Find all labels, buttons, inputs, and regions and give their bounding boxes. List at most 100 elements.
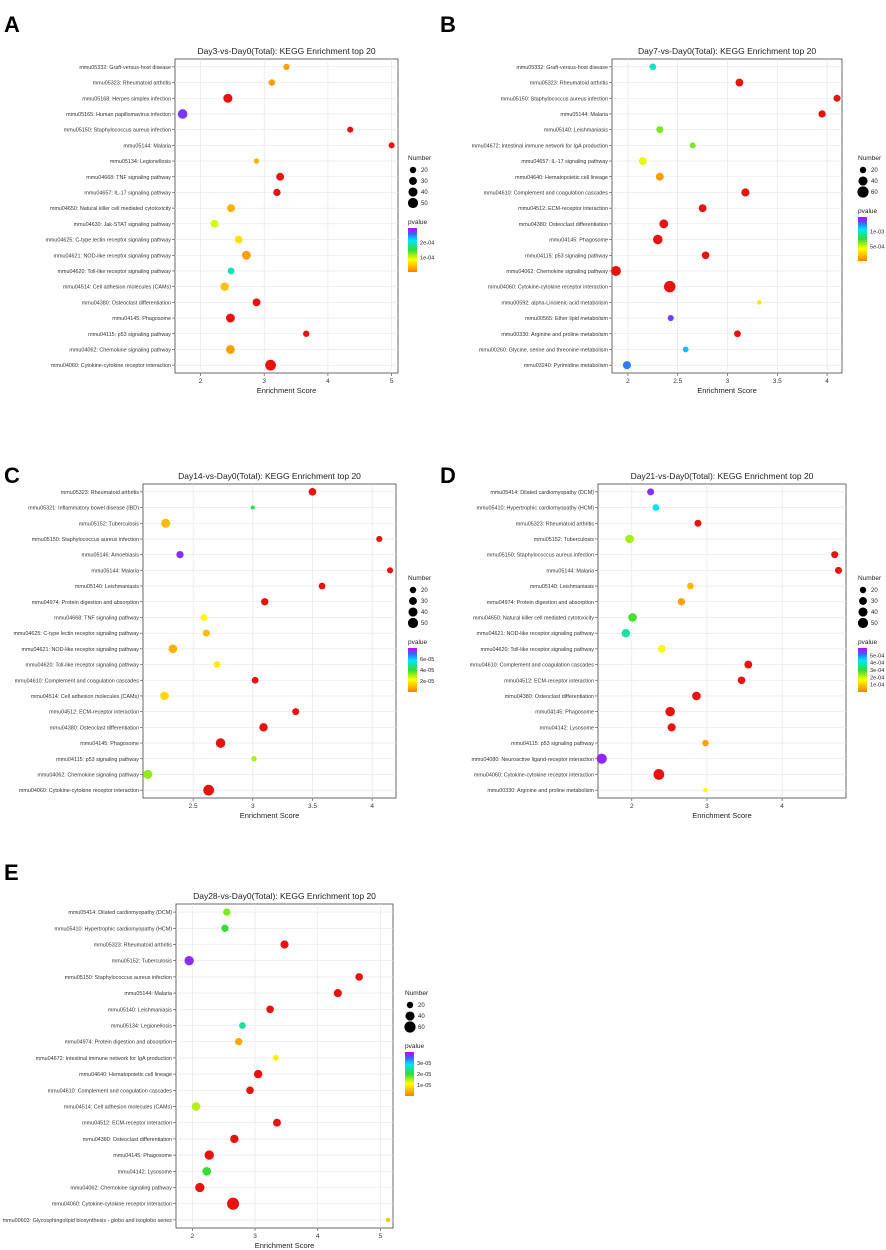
size-legend-dot: [857, 186, 869, 198]
y-tick-label: mmu04145: Phagosome: [535, 710, 594, 716]
x-axis-label: Enrichment Score: [692, 811, 752, 820]
data-point: [628, 613, 637, 622]
y-tick-label: mmu04062: Chemokine signaling pathway: [69, 347, 171, 353]
x-tick-label: 3: [726, 378, 730, 385]
y-tick-label: mmu05134: Legionellosis: [111, 1024, 172, 1030]
panel-letter: B: [440, 12, 456, 37]
data-point: [659, 219, 669, 229]
x-tick-label: 4: [316, 1233, 320, 1240]
color-legend-label: 2e-04: [870, 675, 884, 681]
data-point: [355, 973, 363, 981]
y-tick-label: mmu04514: Cell adhesion molecules (CAMs): [63, 285, 171, 291]
color-legend-bar: [858, 648, 867, 692]
data-point: [252, 298, 261, 307]
panel-letter: D: [440, 463, 456, 488]
data-point: [143, 769, 153, 780]
color-legend-title: pvalue: [858, 208, 878, 215]
y-tick-label: mmu04062: Chemokine signaling pathway: [37, 772, 139, 778]
color-legend-label: 1e-04: [420, 255, 434, 261]
size-legend-label: 40: [418, 1014, 425, 1020]
plot-area: [611, 58, 843, 374]
y-tick-label: mmu04625: C-type lectin receptor signali…: [45, 238, 171, 244]
data-point: [833, 94, 841, 102]
y-tick-label: mmu04145: Phagosome: [113, 1153, 172, 1159]
data-point: [694, 519, 702, 527]
data-point: [225, 313, 235, 323]
data-point: [266, 1005, 274, 1014]
data-point: [246, 1086, 254, 1095]
panel-letter: A: [4, 12, 20, 37]
y-tick-label: mmu04610: Complement and coagulation cas…: [470, 663, 595, 669]
data-point: [388, 142, 395, 149]
data-point: [177, 109, 188, 119]
y-tick-label: mmu04380: Osteoclast differentiation: [82, 300, 171, 306]
y-tick-label: mmu04380: Osteoclast differentiation: [505, 694, 594, 700]
y-tick-label: mmu04657: IL-17 signaling pathway: [521, 159, 608, 165]
data-point: [272, 1054, 279, 1061]
y-tick-label: mmu04610: Complement and coagulation cas…: [15, 678, 140, 684]
y-tick-label: mmu04514: Cell adhesion molecules (CAMs): [64, 1105, 172, 1111]
data-point: [818, 110, 826, 118]
size-legend-dot: [858, 607, 868, 617]
data-point: [200, 614, 208, 621]
y-tick-label: mmu00592: alpha-Linolenic acid metabolis…: [501, 300, 608, 306]
data-point: [737, 676, 746, 685]
data-point: [227, 1197, 240, 1210]
data-point: [215, 738, 226, 748]
data-point: [195, 1182, 205, 1193]
color-legend-label: 3e-05: [417, 1061, 431, 1067]
data-point: [253, 1069, 263, 1079]
data-point: [234, 235, 243, 244]
x-tick-label: 2: [630, 803, 634, 810]
x-tick-label: 2: [199, 378, 203, 385]
size-legend-dot: [409, 586, 417, 594]
size-legend-dot: [859, 166, 867, 174]
data-point: [161, 518, 171, 528]
y-tick-label: mmu04060: Cytokine-cytokine receptor int…: [488, 285, 608, 291]
data-point: [757, 300, 762, 305]
size-legend-label: 60: [418, 1025, 425, 1031]
data-point: [176, 550, 184, 559]
data-point: [653, 234, 663, 245]
y-tick-label: mmu05140: Leishmaniasis: [544, 128, 608, 134]
data-point: [227, 204, 236, 213]
y-tick-label: mmu05150: Staphylococcus aureus infectio…: [65, 975, 172, 981]
size-legend-label: 20: [421, 588, 428, 594]
x-tick-label: 3: [253, 1233, 257, 1240]
data-point: [667, 723, 676, 732]
y-tick-label: mmu05321: Inflammatory bowel disease (IB…: [28, 506, 139, 512]
x-tick-label: 2.5: [189, 803, 198, 810]
data-point: [227, 267, 235, 275]
y-tick-label: mmu04060: Cytokine-cytokine receptor int…: [51, 363, 171, 369]
y-tick-label: mmu04621: NOD-like receptor signaling pa…: [22, 647, 140, 653]
y-tick-label: mmu04062: Chemokine signaling pathway: [70, 1186, 172, 1192]
y-tick-label: mmu05144: Malaria: [546, 568, 594, 574]
data-point: [386, 567, 394, 574]
data-point: [621, 628, 631, 638]
y-tick-label: mmu04672: Intestinal immune network for …: [36, 1056, 172, 1062]
y-tick-label: mmu04620: Toll-like receptor signaling p…: [26, 663, 140, 669]
y-tick-label: mmu05144: Malaria: [560, 112, 608, 118]
y-tick-label: mmu05140: Leishmaniasis: [530, 584, 594, 590]
x-tick-label: 2: [626, 378, 630, 385]
size-legend-title: Number: [405, 990, 429, 997]
y-tick-label: mmu05144: Malaria: [91, 568, 139, 574]
data-point: [677, 598, 686, 606]
y-tick-label: mmu04657: IL-17 signaling pathway: [84, 190, 171, 196]
y-tick-label: mmu04512: ECM-receptor interaction: [49, 710, 139, 716]
y-tick-label: mmu05323: Rheumatoid arthritis: [61, 490, 140, 496]
plot-area: [597, 483, 847, 799]
y-tick-label: mmu05152: Tuberculosis: [534, 537, 595, 543]
plot-area: [142, 483, 397, 799]
data-point: [292, 708, 300, 716]
data-point: [202, 629, 210, 637]
y-tick-label: mmu05414: Dilated cardiomyopathy (DCM): [490, 490, 594, 496]
data-point: [653, 769, 665, 780]
y-tick-label: mmu00260: Glycine, serine and threonine …: [479, 347, 609, 353]
chart-title: Day3-vs-Day0(Total): KEGG Enrichment top…: [197, 46, 375, 56]
data-point: [261, 598, 269, 606]
data-point: [223, 908, 231, 916]
panel-letter: C: [4, 463, 20, 488]
y-tick-label: mmu04620: Toll-like receptor signaling p…: [58, 269, 172, 275]
y-tick-label: mmu04080: Neuroactive ligand-receptor in…: [471, 757, 594, 763]
